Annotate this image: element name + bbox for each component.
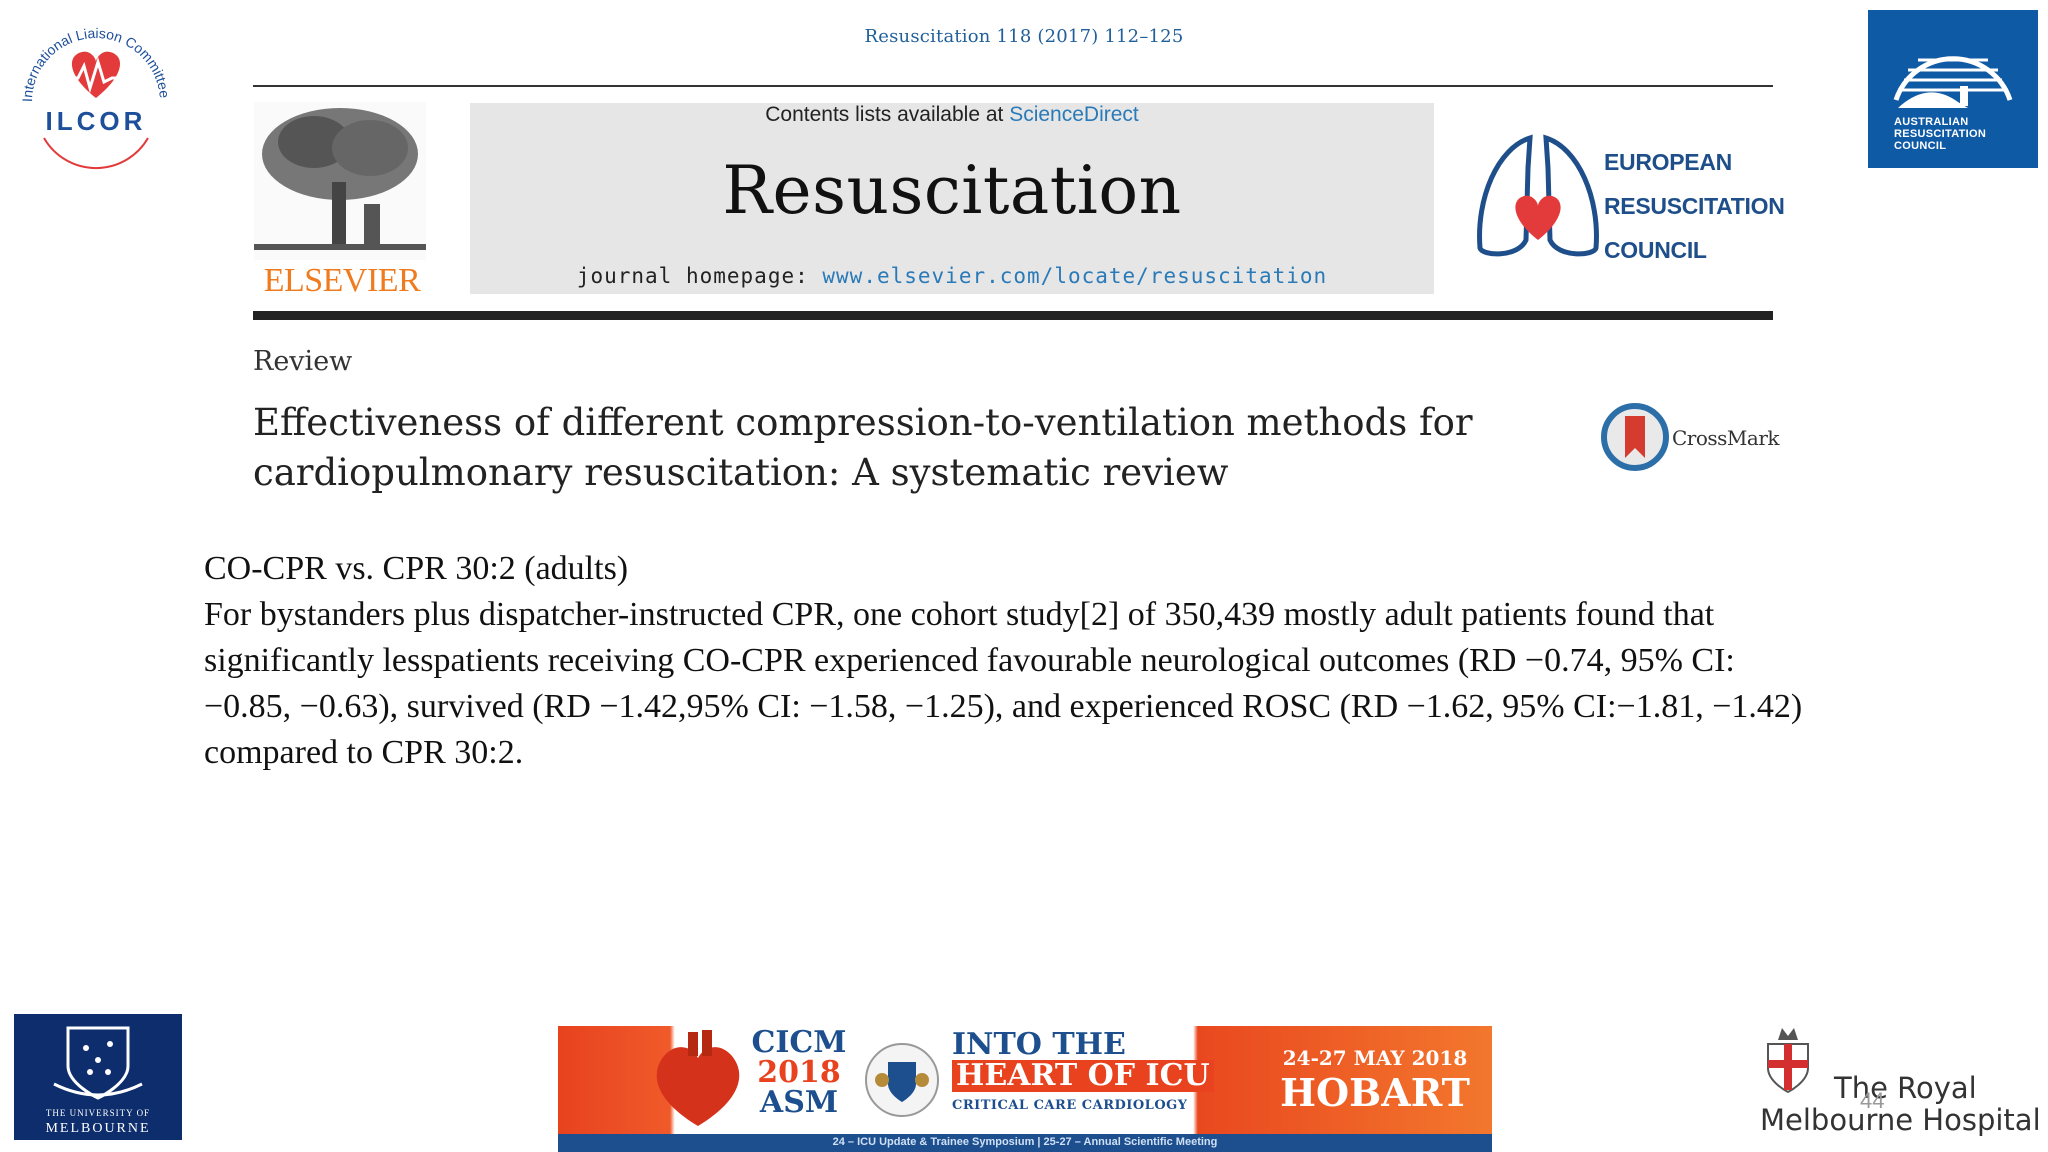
- journal-masthead: [470, 103, 1434, 294]
- anatomical-heart-icon: [656, 1030, 740, 1126]
- banner-asm: ASM: [759, 1085, 839, 1120]
- article-title-line-2: cardiopulmonary resuscitation: A systema…: [253, 451, 1229, 494]
- arc-line-1: AUSTRALIAN: [1894, 116, 1969, 128]
- crossmark-icon[interactable]: [1600, 402, 1670, 472]
- arc-logo: AUSTRALIAN RESUSCITATION COUNCIL: [1868, 10, 2038, 168]
- page-number: 44: [1860, 1088, 1885, 1113]
- banner-year: 2018: [757, 1055, 841, 1090]
- unimelb-line-1: THE UNIVERSITY OF: [45, 1108, 151, 1118]
- banner-strip: [558, 1134, 1492, 1152]
- banner-dates: 24-27 MAY 2018: [1282, 1046, 1468, 1070]
- slide-body: CO-CPR vs. CPR 30:2 (adults) For bystand…: [204, 546, 1824, 776]
- contents-prefix: Contents lists available at: [765, 103, 1010, 126]
- slide-paragraph: For bystanders plus dispatcher-instructe…: [204, 596, 1803, 771]
- cicm-banner: CICM 2018 ASM INTO THE HEART OF ICU CRIT…: [558, 1026, 1492, 1152]
- ilcor-word: ILCOR: [46, 106, 147, 136]
- article-title-line-1: Effectiveness of different compression-t…: [253, 401, 1473, 444]
- sciencedirect-link[interactable]: ScienceDirect: [1009, 103, 1139, 126]
- unimelb-crest-icon: [53, 1026, 143, 1100]
- ilcor-logo: International Liaison Committee on Resus…: [8, 6, 173, 170]
- erc-line-1: EUROPEAN: [1604, 149, 1732, 175]
- banner-into: INTO THE: [952, 1027, 1126, 1062]
- elsevier-tree-icon: [254, 102, 426, 260]
- banner-cicm: CICM 2018 ASM: [744, 1028, 854, 1118]
- cicm-crest-icon: [865, 1043, 939, 1117]
- header-top-rule: [253, 85, 1773, 87]
- banner-city: HOBART: [1280, 1070, 1470, 1115]
- banner-cicm-word: CICM: [751, 1026, 847, 1060]
- erc-wordmark: EUROPEAN RESUSCITATION COUNCIL: [1604, 140, 1785, 272]
- elsevier-wordmark: ELSEVIER: [263, 262, 421, 299]
- rmh-line-1: The Royal: [1834, 1071, 1977, 1105]
- slide-heading: CO-CPR vs. CPR 30:2 (adults): [204, 550, 629, 587]
- unimelb-line-2: MELBOURNE: [45, 1121, 151, 1136]
- article-type: Review: [253, 346, 353, 377]
- banner-cardiology: CRITICAL CARE CARDIOLOGY: [952, 1098, 1188, 1113]
- journal-citation: Resuscitation 118 (2017) 112–125: [864, 26, 1184, 47]
- erc-line-3: COUNCIL: [1604, 237, 1707, 263]
- rmh-wordmark: The Royal Melbourne Hospital: [1760, 1072, 2041, 1136]
- crossmark-label[interactable]: CrossMark: [1672, 426, 1780, 450]
- homepage-link[interactable]: www.elsevier.com/locate/resuscitation: [822, 264, 1328, 288]
- article-title: Effectiveness of different compression-t…: [253, 398, 1553, 498]
- arc-emblem-icon: [1893, 56, 2013, 108]
- arc-line-3: COUNCIL: [1894, 140, 1947, 152]
- homepage-prefix: journal homepage:: [576, 264, 823, 288]
- journal-name: Resuscitation: [722, 152, 1182, 229]
- unimelb-logo: THE UNIVERSITY OF MELBOURNE: [14, 1014, 182, 1140]
- journal-homepage: journal homepage: www.elsevier.com/locat…: [470, 264, 1434, 288]
- banner-heart-of-icu: HEART OF ICU: [952, 1060, 1214, 1092]
- erc-lungs-icon: [1477, 134, 1599, 257]
- banner-strip-text: 24 – ICU Update & Trainee Symposium | 25…: [832, 1136, 1218, 1148]
- rmh-crest-icon: [1767, 1028, 1809, 1094]
- rmh-line-2: Melbourne Hospital: [1760, 1103, 2041, 1137]
- arc-line-2: RESUSCITATION: [1894, 128, 1987, 140]
- header-bottom-rule: [253, 311, 1773, 320]
- erc-line-2: RESUSCITATION: [1604, 193, 1785, 219]
- contents-line: Contents lists available at ScienceDirec…: [470, 103, 1434, 127]
